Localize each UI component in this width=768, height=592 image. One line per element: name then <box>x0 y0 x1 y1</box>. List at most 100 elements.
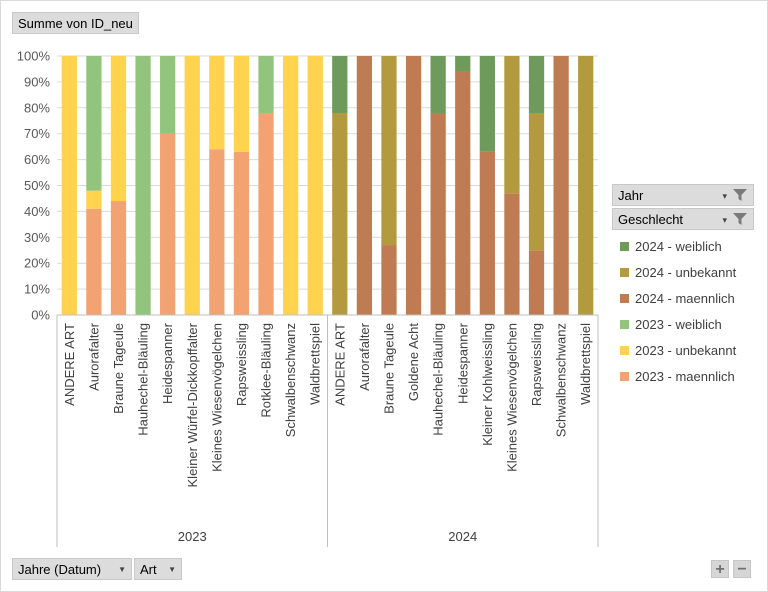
filter-jahr-button[interactable]: Jahr ▾ <box>612 184 754 206</box>
x-category-label: Kleiner Würfel-Dickkopffalter <box>185 322 200 487</box>
bar-segment[interactable] <box>86 190 102 209</box>
legend-swatch <box>620 242 629 252</box>
bar-segment[interactable] <box>233 151 250 315</box>
x-category-label: Rapsweissling <box>234 323 249 406</box>
bar-segment[interactable] <box>553 56 569 315</box>
bar-segment[interactable] <box>479 151 495 315</box>
x-category-label: Kleines Wiesenvögelchen <box>504 323 519 472</box>
legend-label: 2023 - unbekannt <box>635 343 737 358</box>
bar-segment[interactable] <box>430 112 446 315</box>
axis-art-dropdown-icon[interactable]: ▼ <box>168 565 176 574</box>
filter-geschlecht-dropdown-icon[interactable]: ▾ <box>722 215 727 225</box>
y-tick-label: 50% <box>24 178 50 193</box>
axis-art-button[interactable]: Art ▼ <box>134 558 182 580</box>
bar-segment[interactable] <box>405 56 422 315</box>
y-tick-label: 90% <box>24 74 50 89</box>
x-category-label: Heidespanner <box>455 322 470 404</box>
funnel-icon[interactable] <box>733 188 747 202</box>
x-category-label: Braune Tageule <box>111 323 126 414</box>
bar-segment[interactable] <box>307 56 323 315</box>
x-category-label: Kleines Wiesenvögelchen <box>209 323 224 472</box>
bar-segment[interactable] <box>504 193 520 315</box>
y-tick-label: 30% <box>24 230 50 245</box>
x-category-label: Hauhechel-Bläuling <box>136 323 151 436</box>
x-category-label: ANDERE ART <box>332 323 347 406</box>
legend-label: 2024 - weiblich <box>635 239 722 254</box>
y-tick-label: 80% <box>24 100 50 115</box>
x-category-label: Heidespanner <box>160 322 175 404</box>
bar-segment[interactable] <box>381 56 397 246</box>
legend-swatch <box>620 320 629 330</box>
bar-segment[interactable] <box>258 112 274 315</box>
bar-segment[interactable] <box>160 133 176 315</box>
bar-segment[interactable] <box>479 56 495 152</box>
axis-jahre-dropdown-icon[interactable]: ▼ <box>118 565 126 574</box>
x-category-label: Aurorafalter <box>357 322 372 391</box>
x-group-label: 2024 <box>448 529 477 544</box>
filter-geschlecht-label: Geschlecht <box>618 212 684 227</box>
bar-segment[interactable] <box>160 56 176 134</box>
bar-segment[interactable] <box>455 56 471 72</box>
x-category-label: Waldbrettspiel <box>308 323 323 405</box>
x-category-label: Schwalbenschwanz <box>554 323 569 437</box>
filter-jahr-dropdown-icon[interactable]: ▾ <box>722 191 727 201</box>
legend-entry[interactable]: 2024 - unbekannt <box>620 264 736 282</box>
bar-segment[interactable] <box>528 56 545 113</box>
legend-swatch <box>620 268 629 278</box>
bar-segment[interactable] <box>528 112 545 251</box>
funnel-icon[interactable] <box>733 212 747 226</box>
x-category-label: Waldbrettspiel <box>578 323 593 405</box>
x-category-label: Kleiner Kohlweissling <box>480 323 495 446</box>
bar-segment[interactable] <box>504 56 520 194</box>
legend-swatch <box>620 372 629 382</box>
legend-entry[interactable]: 2024 - weiblich <box>620 238 722 256</box>
bar-segment[interactable] <box>381 245 397 315</box>
bar-segment[interactable] <box>110 56 127 202</box>
bar-segment[interactable] <box>209 149 225 315</box>
bar-segment[interactable] <box>528 250 545 315</box>
bar-segment[interactable] <box>86 56 102 191</box>
bar-segment[interactable] <box>282 56 299 315</box>
legend-entry[interactable]: 2023 - weiblich <box>620 316 722 334</box>
x-category-label: Braune Tageule <box>381 323 396 414</box>
bar-segment[interactable] <box>258 56 274 113</box>
axis-jahre-button[interactable]: Jahre (Datum) ▼ <box>12 558 132 580</box>
bar-segment[interactable] <box>430 56 446 113</box>
x-category-label: Goldene Acht <box>406 323 421 401</box>
x-category-label: Hauhechel-Bläuling <box>431 323 446 436</box>
bar-segment[interactable] <box>332 56 348 113</box>
y-tick-label: 40% <box>24 204 50 219</box>
bar-segment[interactable] <box>86 208 102 315</box>
bar-segment[interactable] <box>209 56 225 150</box>
expand-plus-button[interactable]: + <box>711 560 729 578</box>
legend-label: 2024 - maennlich <box>635 291 735 306</box>
x-category-label: Rotklee-Bläuling <box>259 323 274 418</box>
filter-geschlecht-button[interactable]: Geschlecht ▾ <box>612 208 754 230</box>
legend-entry[interactable]: 2024 - maennlich <box>620 290 735 308</box>
bar-segment[interactable] <box>135 56 151 315</box>
bar-segment[interactable] <box>61 56 77 315</box>
bar-segment[interactable] <box>184 56 200 315</box>
bar-segment[interactable] <box>356 56 373 315</box>
legend-entry[interactable]: 2023 - unbekannt <box>620 342 736 360</box>
y-tick-label: 10% <box>24 282 50 297</box>
bar-segment[interactable] <box>332 112 348 315</box>
value-field-button[interactable]: Summe von ID_neu <box>12 12 139 34</box>
bar-segment[interactable] <box>455 71 471 315</box>
legend-label: 2023 - maennlich <box>635 369 735 384</box>
collapse-minus-button[interactable]: − <box>733 560 751 578</box>
axis-jahre-label: Jahre (Datum) <box>18 562 102 577</box>
legend-entry[interactable]: 2023 - maennlich <box>620 368 735 386</box>
axis-art-label: Art <box>140 562 157 577</box>
legend-swatch <box>620 294 629 304</box>
x-category-label: ANDERE ART <box>62 323 77 406</box>
bar-segment[interactable] <box>233 56 250 152</box>
bar-segment[interactable] <box>578 56 594 315</box>
x-category-label: Aurorafalter <box>86 322 101 391</box>
bar-segment[interactable] <box>110 201 127 315</box>
y-tick-label: 0% <box>31 308 50 323</box>
y-tick-label: 20% <box>24 256 50 271</box>
legend-label: 2023 - weiblich <box>635 317 722 332</box>
y-tick-label: 70% <box>24 126 50 141</box>
